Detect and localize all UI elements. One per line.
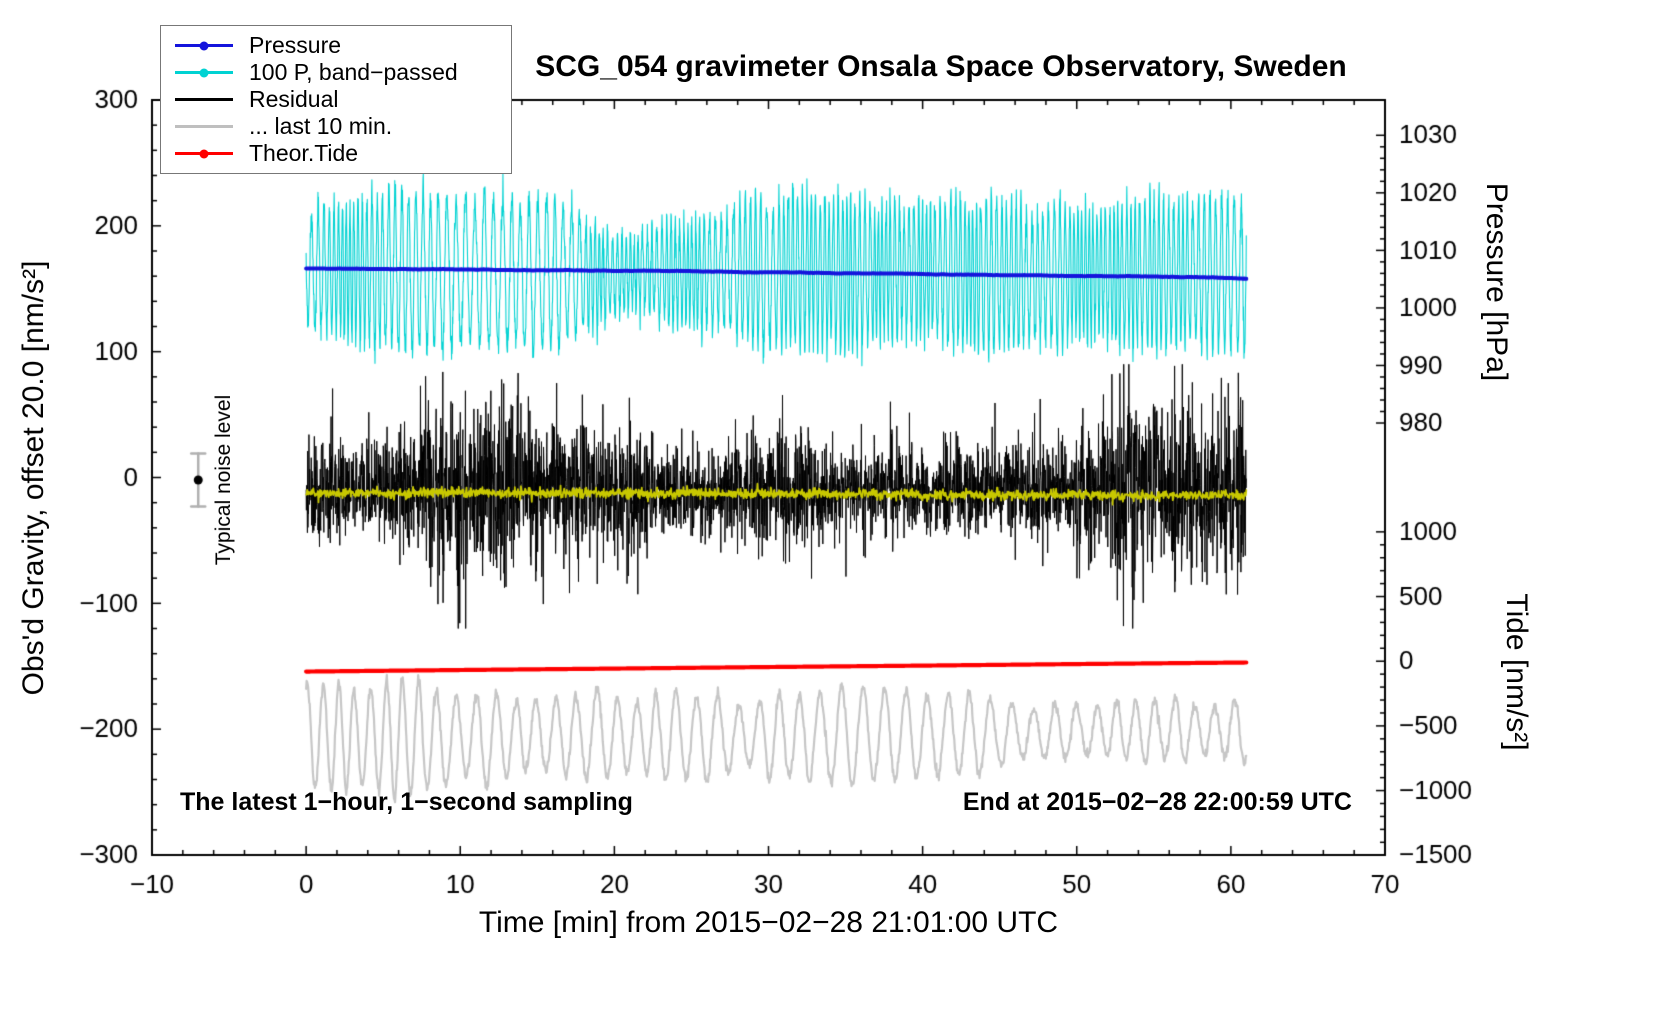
pressure-line-swatch (175, 41, 233, 50)
legend-label: Theor.Tide (249, 140, 359, 166)
typical-noise-level-label: Typical noise level (212, 394, 235, 566)
last10min-line-swatch (175, 125, 233, 128)
legend: Pressure 100 P, band−passed Residual ...… (160, 25, 512, 174)
sampling-annotation: The latest 1−hour, 1−second sampling (180, 788, 633, 816)
legend-item-pressure: Pressure (161, 32, 511, 59)
legend-label: Residual (249, 86, 339, 112)
x-axis-label: Time [min] from 2015−02−28 21:01:00 UTC (478, 906, 1059, 939)
chart-title: SCG_054 gravimeter Onsala Space Observat… (535, 50, 1347, 83)
legend-marker-dot (199, 41, 209, 50)
legend-marker-dot (199, 149, 209, 158)
residual-line-swatch (175, 98, 233, 101)
legend-item-last10min: ... last 10 min. (161, 113, 511, 140)
legend-item-bandpassed: 100 P, band−passed (161, 59, 511, 86)
theor-tide-line-swatch (175, 149, 233, 158)
pressure-axis-label: Pressure [hPa] (1480, 182, 1513, 382)
legend-item-residual: Residual (161, 86, 511, 113)
left-axis-label: Obs'd Gravity, offset 20.0 [nm/s²] (17, 260, 50, 696)
legend-item-theor-tide: Theor.Tide (161, 140, 511, 167)
legend-label: Pressure (249, 32, 342, 58)
bandpassed-line-swatch (175, 68, 233, 77)
legend-label: ... last 10 min. (249, 113, 393, 139)
end-time-annotation: End at 2015−02−28 22:00:59 UTC (962, 788, 1352, 816)
legend-marker-dot (199, 68, 209, 77)
legend-label: 100 P, band−passed (249, 59, 458, 85)
tide-axis-label: Tide [nm/s²] (1500, 593, 1533, 751)
